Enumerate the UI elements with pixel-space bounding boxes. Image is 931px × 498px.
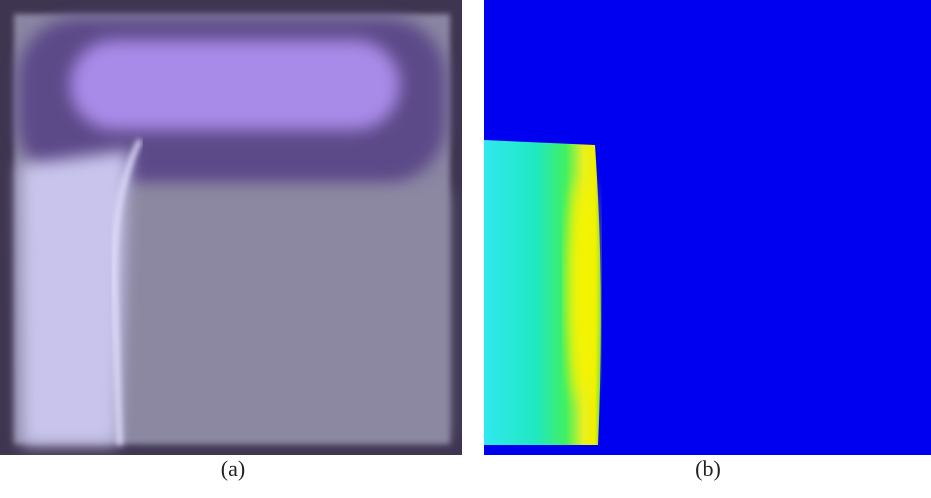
panel-label: (a) xyxy=(183,456,283,482)
panel-label: (b) xyxy=(658,456,758,482)
photo-panel xyxy=(0,0,462,455)
figure: (a) (b) xyxy=(0,0,931,498)
panels xyxy=(0,0,931,455)
heatmap-panel xyxy=(484,0,931,455)
